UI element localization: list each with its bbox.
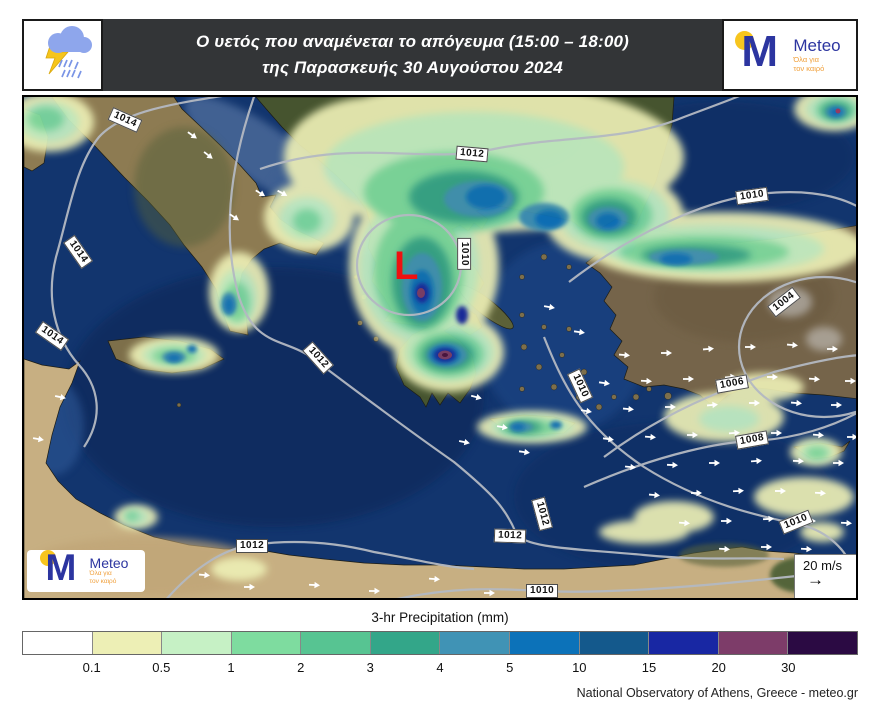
meteo-logo: M Meteo Όλα για τον καιρό bbox=[39, 547, 129, 588]
legend-swatch bbox=[718, 632, 789, 654]
legend-swatch bbox=[510, 632, 580, 654]
meteo-m-mark: M bbox=[735, 27, 785, 76]
legend-tick: 5 bbox=[506, 660, 514, 675]
legend-swatch bbox=[579, 632, 650, 654]
header: Ο υετός που αναμένεται το απόγευμα (15:0… bbox=[22, 19, 858, 91]
precipitation-color-scale bbox=[22, 631, 858, 655]
storm-icon-box bbox=[22, 19, 103, 91]
legend-swatch bbox=[370, 632, 441, 654]
low-pressure-marker: L bbox=[394, 244, 418, 288]
meteo-watermark-box: M Meteo Όλα για τον καιρό bbox=[27, 547, 145, 592]
legend-swatch bbox=[301, 632, 371, 654]
legend-swatch bbox=[440, 632, 511, 654]
legend-tick: 15 bbox=[641, 660, 657, 675]
legend-tick: 3 bbox=[366, 660, 374, 675]
map-canvas: L bbox=[24, 97, 856, 598]
legend-swatch bbox=[649, 632, 719, 654]
wind-scale-label: 20 m/s bbox=[803, 558, 843, 573]
legend-swatch bbox=[788, 632, 857, 654]
meteo-tagline-line1: Όλα για bbox=[793, 54, 819, 64]
legend-tick: 1 bbox=[227, 660, 235, 675]
isobar-lines bbox=[50, 97, 856, 598]
precipitation-layer bbox=[24, 97, 856, 581]
meteo-logo-text: Meteo Όλα για τον καιρό bbox=[793, 35, 841, 74]
pressure-label: 1012 bbox=[236, 539, 269, 553]
legend-swatch bbox=[23, 632, 93, 654]
meteo-m-letter: M bbox=[45, 547, 77, 588]
meteo-logo-text: Meteo Όλα για τον καιρό bbox=[89, 554, 129, 587]
meteo-tagline-line1: Όλα για bbox=[89, 570, 112, 578]
rain-streaks-icon bbox=[57, 59, 82, 79]
legend-tick: 0.1 bbox=[82, 660, 101, 675]
pressure-label: 1010 bbox=[457, 237, 472, 271]
pressure-label: 1010 bbox=[526, 584, 559, 598]
legend-tick: 30 bbox=[781, 660, 796, 675]
right-arrow-icon: → bbox=[807, 570, 824, 589]
meteo-m-mark: M bbox=[39, 547, 82, 588]
meteo-m-letter: M bbox=[741, 27, 778, 76]
meteo-logo: M Meteo Όλα για τον καιρό bbox=[735, 27, 841, 76]
meteo-tagline-line2: τον καιρό bbox=[793, 63, 825, 73]
meteo-tagline-line2: τον καιρό bbox=[89, 578, 117, 586]
meteo-logo-name: Meteo bbox=[89, 554, 129, 571]
meteo-yellow-dot-icon bbox=[735, 31, 755, 50]
pressure-label: 1012 bbox=[455, 145, 489, 163]
title-bar: Ο υετός που αναμένεται το απόγευμα (15:0… bbox=[103, 19, 722, 91]
attribution-text: National Observatory of Athens, Greece -… bbox=[576, 686, 858, 700]
legend-tick: 10 bbox=[572, 660, 587, 675]
cloud-icon bbox=[47, 26, 92, 53]
legend-tick-labels: 0.1 0.5 1 2 3 4 5 10 15 20 30 bbox=[22, 660, 858, 676]
legend-swatch bbox=[162, 632, 232, 654]
legend-tick: 2 bbox=[297, 660, 305, 675]
storm-cloud-lightning-rain-icon bbox=[44, 26, 92, 79]
precipitation-map: L 1014 1014 1014 1012 1010 1010 1004 101… bbox=[22, 95, 858, 600]
legend-swatch bbox=[92, 632, 163, 654]
meteo-yellow-dot-icon bbox=[39, 550, 56, 566]
legend-tick: 0.5 bbox=[152, 660, 171, 675]
legend-tick: 4 bbox=[436, 660, 444, 675]
meteo-logo-box: M Meteo Όλα για τον καιρό bbox=[722, 19, 858, 91]
legend-swatch bbox=[231, 632, 302, 654]
legend-title: 3-hr Precipitation (mm) bbox=[371, 610, 509, 625]
meteo-logo-name: Meteo bbox=[793, 35, 841, 55]
map-title-line2: της Παρασκευής 30 Αυγούστου 2024 bbox=[262, 58, 563, 77]
legend-tick: 20 bbox=[711, 660, 726, 675]
wind-scale-box: 20 m/s → bbox=[794, 554, 856, 598]
map-title-line1: Ο υετός που αναμένεται το απόγευμα (15:0… bbox=[195, 31, 630, 51]
pressure-label: 1012 bbox=[493, 528, 527, 544]
